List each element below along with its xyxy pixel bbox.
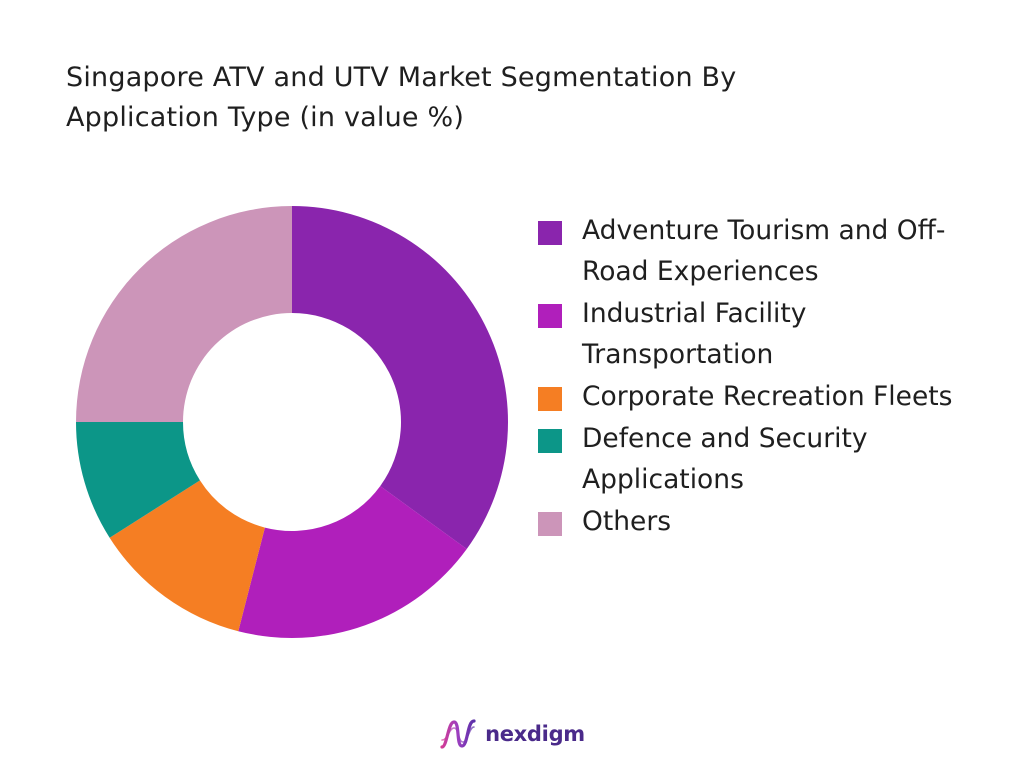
- slice-industrial-facility: [238, 486, 467, 638]
- chart-legend: Adventure Tourism and Off- Road Experien…: [538, 210, 1018, 543]
- footer-brand: nexdigm: [0, 718, 1024, 750]
- slice-adventure-tourism: [292, 206, 509, 549]
- legend-swatch: [538, 387, 562, 411]
- legend-swatch: [538, 304, 562, 328]
- legend-label: Adventure Tourism and Off- Road Experien…: [582, 210, 1018, 292]
- legend-item-corporate-recreation: Corporate Recreation Fleets: [538, 376, 1018, 417]
- brand-name: nexdigm: [485, 722, 585, 746]
- legend-label-line: Others: [582, 506, 672, 537]
- legend-item-industrial-facility: Industrial Facility Transportation: [538, 293, 1018, 375]
- legend-swatch: [538, 429, 562, 453]
- legend-label-line: Road Experiences: [582, 256, 819, 287]
- legend-swatch: [538, 512, 562, 536]
- legend-label-line: Adventure Tourism and Off-: [582, 215, 946, 246]
- legend-item-defence-security: Defence and Security Applications: [538, 418, 1018, 500]
- legend-item-others: Others: [538, 501, 1018, 542]
- nexdigm-wave-icon: [440, 719, 476, 749]
- slice-defence-security: [76, 422, 200, 538]
- legend-label-line: Corporate Recreation Fleets: [582, 381, 953, 412]
- chart-title: Singapore ATV and UTV Market Segmentatio…: [66, 58, 886, 138]
- legend-label-line: Transportation: [582, 339, 774, 370]
- chart-title-line-1: Singapore ATV and UTV Market Segmentatio…: [66, 62, 737, 93]
- slice-corporate-recreation: [109, 480, 265, 632]
- chart-title-line-2: Application Type (in value %): [66, 102, 465, 133]
- slice-others: [76, 206, 292, 422]
- donut-chart: [76, 206, 509, 638]
- legend-item-adventure-tourism: Adventure Tourism and Off- Road Experien…: [538, 210, 1018, 292]
- legend-label-line: Defence and Security: [582, 423, 868, 454]
- legend-label: Industrial Facility Transportation: [582, 293, 1018, 375]
- legend-label: Corporate Recreation Fleets: [582, 376, 1018, 417]
- legend-label-line: Industrial Facility: [582, 298, 807, 329]
- legend-label: Defence and Security Applications: [582, 418, 1018, 500]
- legend-label: Others: [582, 501, 1018, 542]
- legend-swatch: [538, 221, 562, 245]
- legend-label-line: Applications: [582, 464, 744, 495]
